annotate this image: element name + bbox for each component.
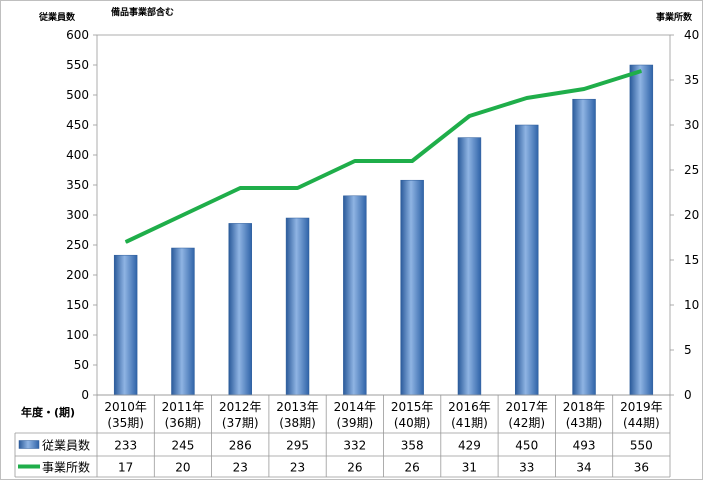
data-label: 450 bbox=[515, 439, 538, 453]
line-point bbox=[354, 160, 356, 162]
data-label: 332 bbox=[343, 439, 366, 453]
data-label: 17 bbox=[118, 461, 133, 475]
legend-key-bar bbox=[18, 440, 40, 449]
line-point bbox=[640, 70, 642, 72]
bar bbox=[515, 124, 539, 396]
data-label: 26 bbox=[347, 461, 362, 475]
x-tick-label: 2016年 bbox=[448, 400, 491, 414]
bar-series bbox=[113, 64, 654, 396]
x-axis-title: 年度・(期) bbox=[21, 405, 75, 419]
legend-label: 従業員数 bbox=[42, 438, 90, 453]
x-tick-label: 2013年 bbox=[276, 400, 319, 414]
x-tick-label: 2018年 bbox=[563, 400, 606, 414]
y1-tick-label: 600 bbox=[66, 28, 89, 42]
bar bbox=[228, 223, 252, 396]
y2-tick-label: 10 bbox=[684, 298, 699, 312]
x-tick-label: 2015年 bbox=[391, 400, 434, 414]
y2-tick-label: 40 bbox=[684, 28, 699, 42]
x-tick-label: (44期) bbox=[623, 416, 660, 430]
y2-tick-label: 25 bbox=[684, 163, 699, 177]
x-tick-label: (41期) bbox=[451, 416, 488, 430]
y1-tick-label: 150 bbox=[66, 298, 89, 312]
y2-tick-label: 15 bbox=[684, 253, 699, 267]
line-point bbox=[526, 97, 528, 99]
bar bbox=[629, 64, 654, 396]
line-path bbox=[124, 69, 642, 244]
line-point bbox=[468, 115, 470, 117]
line-point bbox=[239, 187, 241, 189]
line-point bbox=[583, 88, 585, 90]
line-point bbox=[297, 187, 299, 189]
line-series bbox=[124, 69, 642, 244]
x-tick-label: (36期) bbox=[165, 416, 202, 430]
y1-tick-label: 300 bbox=[66, 208, 89, 222]
x-tick-label: 2012年 bbox=[219, 400, 262, 414]
data-label: 358 bbox=[401, 439, 424, 453]
y1-tick-label: 250 bbox=[66, 238, 89, 252]
x-tick-label: (39期) bbox=[337, 416, 374, 430]
y2-axis-title: 事業所数 bbox=[656, 11, 693, 23]
y1-tick-label: 350 bbox=[66, 178, 89, 192]
data-label: 34 bbox=[576, 461, 591, 475]
legend-label: 事業所数 bbox=[42, 460, 90, 475]
y2-tick-label: 5 bbox=[684, 343, 692, 357]
bar bbox=[285, 217, 310, 396]
y1-axis: 0 50 100 150 200 250 300 350 400 450 500 550 600 bbox=[66, 28, 97, 402]
data-label: 31 bbox=[462, 461, 477, 475]
y2-tick-label: 35 bbox=[684, 73, 699, 87]
y1-tick-label: 0 bbox=[81, 388, 89, 402]
data-label: 33 bbox=[519, 461, 534, 475]
y1-axis-title: 従業員数 bbox=[38, 11, 76, 23]
bar bbox=[113, 254, 138, 396]
data-label: 286 bbox=[229, 439, 252, 453]
x-tick-label: 2010年 bbox=[104, 400, 147, 414]
bar bbox=[343, 195, 367, 396]
y1-tick-label: 400 bbox=[66, 148, 89, 162]
data-label: 245 bbox=[171, 439, 194, 453]
bar bbox=[171, 247, 195, 396]
data-label: 26 bbox=[405, 461, 420, 475]
y1-tick-label: 200 bbox=[66, 268, 89, 282]
data-label: 295 bbox=[286, 439, 309, 453]
chart-subtitle: 備品事業部含む bbox=[111, 6, 174, 18]
y1-tick-label: 550 bbox=[66, 58, 89, 72]
x-tick-label: (38期) bbox=[279, 416, 316, 430]
bar bbox=[400, 179, 424, 396]
x-tick-label: 2019年 bbox=[620, 400, 663, 414]
x-tick-label: 2014年 bbox=[334, 400, 377, 414]
data-label: 493 bbox=[573, 439, 596, 453]
x-tick-label: 2011年 bbox=[162, 400, 205, 414]
line-point bbox=[125, 241, 127, 243]
bar bbox=[572, 98, 596, 396]
y1-tick-label: 450 bbox=[66, 118, 89, 132]
data-label: 20 bbox=[175, 461, 190, 475]
data-label: 23 bbox=[290, 461, 305, 475]
data-label: 550 bbox=[630, 439, 653, 453]
y2-tick-label: 30 bbox=[684, 118, 699, 132]
y2-tick-label: 20 bbox=[684, 208, 699, 222]
data-label: 429 bbox=[458, 439, 481, 453]
data-label: 36 bbox=[634, 461, 649, 475]
x-tick-label: (40期) bbox=[394, 416, 431, 430]
data-label: 23 bbox=[233, 461, 248, 475]
bar bbox=[457, 137, 482, 396]
y1-tick-label: 500 bbox=[66, 88, 89, 102]
x-tick-label: (43期) bbox=[566, 416, 603, 430]
x-tick-label: (42期) bbox=[508, 416, 545, 430]
x-tick-label: 2017年 bbox=[505, 400, 548, 414]
line-point bbox=[411, 160, 413, 162]
line-point bbox=[182, 214, 184, 216]
y1-tick-label: 50 bbox=[74, 358, 89, 372]
y2-axis: 0 5 10 15 20 25 30 35 40 bbox=[670, 28, 699, 402]
y1-tick-label: 100 bbox=[66, 328, 89, 342]
data-table: 2010年 (35期) 2011年 (36期) 2012年 (37期) 2013年 (38期)… bbox=[14, 394, 671, 478]
x-tick-label: (37期) bbox=[222, 416, 259, 430]
x-tick-label: (35期) bbox=[107, 416, 144, 430]
data-label: 233 bbox=[114, 439, 137, 453]
y2-tick-label: 0 bbox=[684, 388, 692, 402]
